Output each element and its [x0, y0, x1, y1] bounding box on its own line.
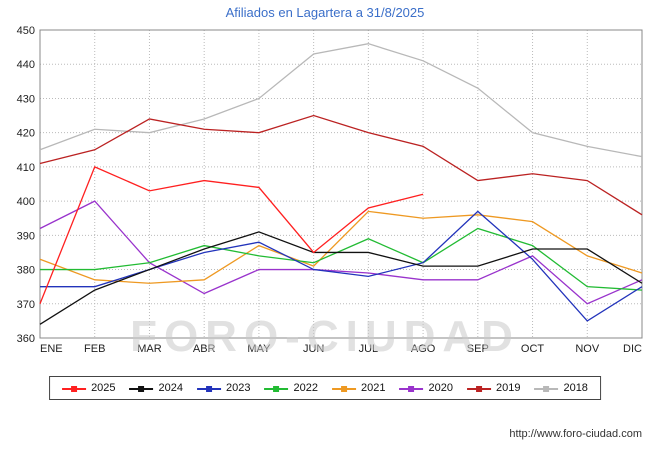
legend-label: 2024: [158, 382, 184, 394]
legend-marker-2020: [399, 384, 424, 393]
x-tick-label: OCT: [521, 343, 545, 355]
chart-legend: 2025 2024 2023 2022 2021 2020 2019 2018: [49, 376, 601, 400]
x-tick-label: ABR: [193, 343, 216, 355]
legend-label: 2023: [226, 382, 251, 394]
line-chart: 360 370 380 390 400 410 420 430 440 450 ENE FEB MAR A…: [17, 25, 643, 355]
chart-title: Afiliados en Lagartera a 31/8/2025: [225, 5, 425, 20]
y-tick-label: 450: [17, 25, 35, 37]
legend-item-2022: 2022: [264, 382, 318, 394]
plot-border: [39, 29, 643, 339]
x-tick-label: JUL: [359, 343, 379, 355]
x-tick-label: AGO: [411, 343, 436, 355]
legend-marker-2021: [332, 384, 356, 393]
x-tick-label: DIC: [623, 343, 642, 355]
legend-marker-2018: [534, 384, 559, 393]
legend-item-2019: 2019: [466, 382, 521, 394]
legend-label: 2018: [563, 382, 588, 394]
series-line-2021: [39, 210, 643, 284]
legend-marker-2025: [62, 384, 87, 393]
legend-item-2024: 2024: [129, 382, 184, 394]
series-line-2025: [39, 166, 424, 305]
y-tick-label: 410: [17, 162, 35, 174]
legend-marker-2019: [466, 384, 491, 393]
legend-item-2023: 2023: [197, 382, 251, 394]
series-line-2018: [39, 43, 643, 158]
y-tick-label: 400: [17, 196, 35, 208]
legend-marker-2022: [264, 384, 289, 393]
y-tick-label: 420: [17, 128, 35, 140]
legend-label: 2021: [361, 382, 386, 394]
x-tick-label: MAY: [247, 343, 271, 355]
legend-label: 2019: [495, 382, 521, 394]
y-tick-label: 370: [17, 299, 35, 311]
series-line-2019: [39, 114, 643, 216]
legend-label: 2025: [91, 382, 116, 394]
series-line-2022: [40, 227, 643, 291]
website-url[interactable]: http://www.foro-ciudad.com: [509, 428, 642, 440]
y-tick-label: 390: [17, 230, 35, 242]
legend-marker-2023: [197, 384, 222, 393]
legend-item-2018: 2018: [534, 382, 588, 394]
x-tick-label: FEB: [84, 343, 105, 355]
y-tick-label: 380: [17, 265, 35, 277]
x-tick-label: JUN: [303, 343, 324, 355]
series-line-2020: [39, 200, 643, 305]
legend-label: 2022: [293, 382, 318, 394]
y-tick-label: 360: [17, 333, 35, 345]
x-tick-label: NOV: [575, 343, 600, 355]
legend-marker-2024: [129, 384, 154, 393]
legend-item-2020: 2020: [399, 382, 453, 394]
y-tick-label: 440: [17, 59, 35, 71]
legend-item-2025: 2025: [62, 382, 116, 394]
legend-item-2021: 2021: [332, 382, 385, 394]
x-tick-label: SEP: [467, 343, 489, 355]
x-tick-label: MAR: [137, 343, 162, 355]
y-tick-label: 430: [17, 93, 35, 105]
series-line-2023: [40, 210, 643, 322]
x-tick-label: ENE: [40, 343, 63, 355]
legend-label: 2020: [428, 382, 453, 394]
series-line-2024: [39, 231, 643, 325]
